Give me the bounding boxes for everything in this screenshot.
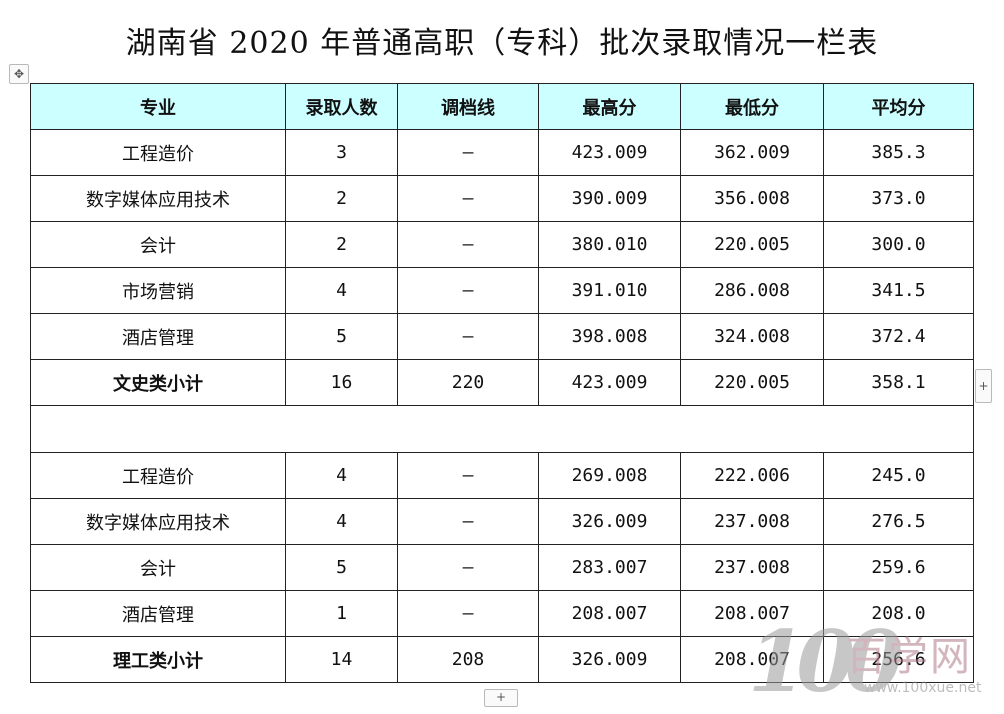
cell-major: 酒店管理 — [30, 590, 286, 637]
cell-min: 222.006 — [680, 452, 824, 499]
cell-min: 286.008 — [680, 267, 824, 314]
cell-line: – — [397, 498, 539, 545]
cell-max: 423.009 — [538, 129, 681, 176]
cell-major: 文史类小计 — [30, 359, 286, 406]
table-move-icon[interactable]: ✥ — [9, 64, 29, 84]
cell-avg: 358.1 — [823, 359, 974, 406]
cell-line: – — [397, 313, 539, 360]
cell-min: 324.008 — [680, 313, 824, 360]
cell-major: 工程造价 — [30, 452, 286, 499]
cell-line: 220 — [397, 359, 539, 406]
header-line: 调档线 — [397, 83, 539, 130]
table-row: 会计 2 – 380.010 220.005 300.0 — [30, 221, 974, 268]
cell-min: 356.008 — [680, 175, 824, 222]
cell-avg: 259.6 — [823, 544, 974, 591]
cell-count: 1 — [285, 590, 398, 637]
cell-line: – — [397, 452, 539, 499]
cell-max: 423.009 — [538, 359, 681, 406]
blank-cell — [30, 405, 974, 453]
subtotal-row-liberal-arts: 文史类小计 16 220 423.009 220.005 358.1 — [30, 359, 974, 406]
cell-count: 16 — [285, 359, 398, 406]
table-row: 工程造价 4 – 269.008 222.006 245.0 — [30, 452, 974, 499]
cell-min: 220.005 — [680, 359, 824, 406]
cell-major: 理工类小计 — [30, 636, 286, 683]
cell-min: 220.005 — [680, 221, 824, 268]
cell-avg: 372.4 — [823, 313, 974, 360]
cell-min: 237.008 — [680, 498, 824, 545]
cell-major: 数字媒体应用技术 — [30, 498, 286, 545]
cell-max: 380.010 — [538, 221, 681, 268]
cell-max: 283.007 — [538, 544, 681, 591]
cell-major: 会计 — [30, 544, 286, 591]
table-row: 市场营销 4 – 391.010 286.008 341.5 — [30, 267, 974, 314]
cell-line: 208 — [397, 636, 539, 683]
cell-major: 工程造价 — [30, 129, 286, 176]
cell-count: 2 — [285, 221, 398, 268]
header-min: 最低分 — [680, 83, 824, 130]
cell-avg: 341.5 — [823, 267, 974, 314]
cell-count: 5 — [285, 313, 398, 360]
table-row: 酒店管理 5 – 398.008 324.008 372.4 — [30, 313, 974, 360]
cell-max: 390.009 — [538, 175, 681, 222]
cell-max: 398.008 — [538, 313, 681, 360]
add-row-icon[interactable]: + — [484, 689, 518, 707]
cell-avg: 300.0 — [823, 221, 974, 268]
cell-avg: 385.3 — [823, 129, 974, 176]
table-row: 酒店管理 1 – 208.007 208.007 208.0 — [30, 590, 974, 637]
cell-major: 酒店管理 — [30, 313, 286, 360]
cell-max: 208.007 — [538, 590, 681, 637]
cell-line: – — [397, 267, 539, 314]
blank-separator-row — [30, 405, 974, 453]
cell-avg: 256.6 — [823, 636, 974, 683]
table-row: 数字媒体应用技术 4 – 326.009 237.008 276.5 — [30, 498, 974, 545]
cell-max: 326.009 — [538, 636, 681, 683]
cell-line: – — [397, 175, 539, 222]
cell-line: – — [397, 544, 539, 591]
page-title: 湖南省 2020 年普通高职（专科）批次录取情况一栏表 — [125, 26, 879, 61]
add-column-icon[interactable]: + — [975, 369, 992, 403]
cell-count: 4 — [285, 267, 398, 314]
cell-max: 269.008 — [538, 452, 681, 499]
cell-line: – — [397, 590, 539, 637]
cell-avg: 373.0 — [823, 175, 974, 222]
admission-table: 专业 录取人数 调档线 最高分 最低分 平均分 工程造价 3 – 423.009… — [30, 83, 974, 683]
cell-count: 14 — [285, 636, 398, 683]
cell-avg: 276.5 — [823, 498, 974, 545]
table-row: 数字媒体应用技术 2 – 390.009 356.008 373.0 — [30, 175, 974, 222]
header-max: 最高分 — [538, 83, 681, 130]
cell-min: 208.007 — [680, 636, 824, 683]
header-count: 录取人数 — [285, 83, 398, 130]
subtotal-row-science: 理工类小计 14 208 326.009 208.007 256.6 — [30, 636, 974, 683]
cell-min: 362.009 — [680, 129, 824, 176]
table-row: 会计 5 – 283.007 237.008 259.6 — [30, 544, 974, 591]
cell-max: 326.009 — [538, 498, 681, 545]
header-major: 专业 — [30, 83, 286, 130]
cell-count: 3 — [285, 129, 398, 176]
cell-min: 237.008 — [680, 544, 824, 591]
cell-line: – — [397, 129, 539, 176]
cell-count: 4 — [285, 452, 398, 499]
cell-count: 4 — [285, 498, 398, 545]
cell-major: 市场营销 — [30, 267, 286, 314]
cell-line: – — [397, 221, 539, 268]
cell-avg: 208.0 — [823, 590, 974, 637]
cell-max: 391.010 — [538, 267, 681, 314]
cell-major: 数字媒体应用技术 — [30, 175, 286, 222]
cell-min: 208.007 — [680, 590, 824, 637]
cell-count: 5 — [285, 544, 398, 591]
cell-count: 2 — [285, 175, 398, 222]
table-row: 工程造价 3 – 423.009 362.009 385.3 — [30, 129, 974, 176]
header-row: 专业 录取人数 调档线 最高分 最低分 平均分 — [30, 83, 974, 130]
cell-major: 会计 — [30, 221, 286, 268]
cell-avg: 245.0 — [823, 452, 974, 499]
header-avg: 平均分 — [823, 83, 974, 130]
